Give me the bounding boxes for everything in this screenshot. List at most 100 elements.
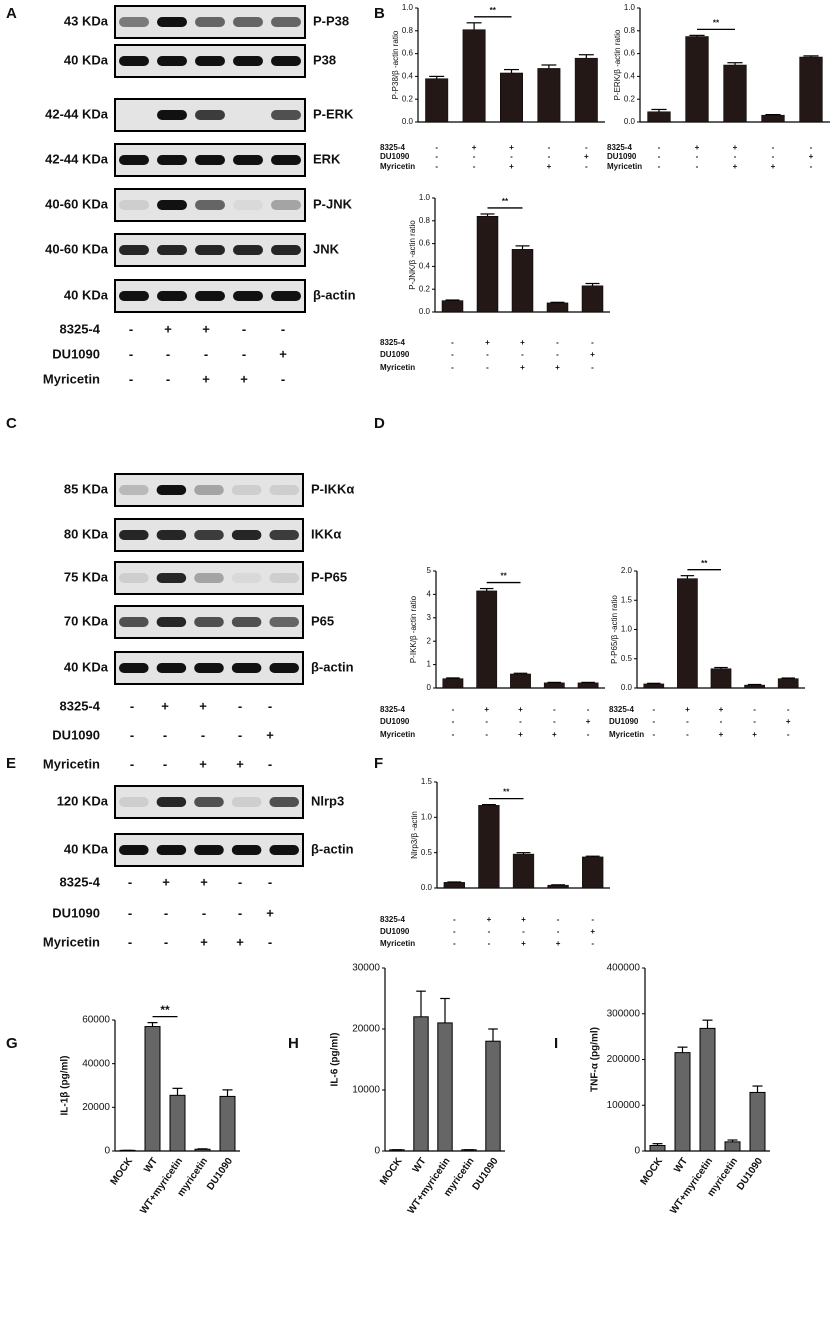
band xyxy=(231,797,262,807)
y-tick-label: 0.0 xyxy=(624,117,636,126)
bar xyxy=(485,1040,501,1152)
treatment-sign: - xyxy=(130,698,134,713)
treatment-label: DU1090 xyxy=(607,152,637,161)
chart: 0 1 2 3 4 5 P-IKK/β -actin ratio ** 8325-4 - + + - - D… xyxy=(380,566,605,739)
band-size: 40 KDa xyxy=(64,841,109,856)
bar xyxy=(749,1091,766,1152)
treatment-sign: + xyxy=(786,717,791,726)
treatment-sign: + xyxy=(520,363,525,372)
band xyxy=(156,530,187,540)
bar xyxy=(677,578,698,689)
significance-label: ** xyxy=(502,197,509,206)
treatment-label: DU1090 xyxy=(52,346,100,361)
bar xyxy=(674,1052,691,1152)
treatment-sign: + xyxy=(236,756,244,771)
treatment-sign: + xyxy=(199,698,207,713)
band-size: 120 KDa xyxy=(57,793,109,808)
y-tick-label: 1 xyxy=(427,660,432,669)
treatment-sign: + xyxy=(164,321,172,336)
error-bar xyxy=(585,282,600,286)
band xyxy=(156,845,187,855)
treatment-sign: - xyxy=(128,905,132,920)
treatment-sign: + xyxy=(556,939,561,948)
band-size: 40 KDa xyxy=(64,659,109,674)
y-tick-label: 1.0 xyxy=(621,625,633,634)
band xyxy=(233,155,263,165)
band xyxy=(194,617,224,627)
treatment-sign: - xyxy=(720,717,723,726)
treatment-label: 8325-4 xyxy=(609,705,634,714)
treatment-sign: - xyxy=(734,152,737,161)
y-tick-label: 4 xyxy=(427,590,432,599)
blot-box xyxy=(114,561,304,595)
treatment-sign: - xyxy=(163,727,167,742)
bar xyxy=(476,215,499,313)
band-size: 80 KDa xyxy=(64,526,109,541)
error-bar xyxy=(727,62,743,65)
y-tick-label: 10000 xyxy=(352,1085,380,1096)
error-bar xyxy=(488,1028,498,1042)
treatment-sign: - xyxy=(548,143,551,152)
treatment-sign: + xyxy=(518,730,523,739)
treatment-sign: - xyxy=(128,934,132,949)
band xyxy=(233,200,263,210)
bar xyxy=(194,1148,211,1152)
treatment-sign: + xyxy=(590,350,595,359)
treatment-sign: + xyxy=(509,162,514,171)
treatment-sign: + xyxy=(719,705,724,714)
treatment-sign: + xyxy=(695,143,700,152)
treatment-sign: + xyxy=(518,705,523,714)
band xyxy=(119,530,149,540)
bar xyxy=(710,668,732,689)
error-bar xyxy=(781,677,795,679)
y-tick-label: 0 xyxy=(634,1146,640,1157)
treatment-sign: - xyxy=(129,321,133,336)
treatment-sign: + xyxy=(161,698,169,713)
error-bar xyxy=(803,55,819,58)
treatment-sign: + xyxy=(590,927,595,936)
error-bar xyxy=(765,113,781,116)
band xyxy=(269,530,299,540)
y-axis-label: P-JNK/β -actin ratio xyxy=(408,220,417,290)
protein-label: Nlrp3 xyxy=(311,793,344,808)
treatment-sign: - xyxy=(486,363,489,372)
bar xyxy=(144,1026,161,1152)
error-bar xyxy=(677,1046,688,1053)
treatment-label: DU1090 xyxy=(609,717,639,726)
protein-label: P-IKKα xyxy=(311,481,354,496)
y-tick-label: 0.0 xyxy=(621,683,633,692)
band xyxy=(231,663,262,673)
band xyxy=(195,291,225,301)
treatment-sign: - xyxy=(652,717,655,726)
x-tick-label: DU1090 xyxy=(471,1156,501,1193)
treatment-label: 8325-4 xyxy=(380,705,405,714)
y-tick-label: 400000 xyxy=(607,963,641,974)
x-tick-label: DU1090 xyxy=(735,1156,765,1193)
band xyxy=(156,573,187,583)
band-size: 40-60 KDa xyxy=(45,241,109,256)
bar xyxy=(511,249,534,313)
treatment-sign: - xyxy=(451,338,454,347)
error-bar xyxy=(747,683,762,686)
band xyxy=(271,200,301,210)
band xyxy=(269,485,299,495)
band xyxy=(271,56,301,66)
treatment-sign: - xyxy=(281,321,285,336)
band xyxy=(119,573,149,583)
y-tick-label: 1.5 xyxy=(421,777,433,786)
y-tick-label: 40000 xyxy=(82,1058,110,1069)
y-tick-label: 1.0 xyxy=(624,3,636,12)
treatment-label: 8325-4 xyxy=(380,338,405,347)
treatment-sign: - xyxy=(473,152,476,161)
blot-box xyxy=(114,473,304,507)
treatment-sign: - xyxy=(238,727,242,742)
treatment-sign: - xyxy=(556,338,559,347)
bar xyxy=(744,684,765,689)
treatment-sign: + xyxy=(200,934,208,949)
treatment-label: Myricetin xyxy=(43,371,100,386)
treatment-sign: + xyxy=(547,162,552,171)
protein-label: P-P65 xyxy=(311,569,347,584)
treatment-sign: - xyxy=(451,363,454,372)
y-tick-label: 0.0 xyxy=(421,883,433,892)
band xyxy=(157,17,187,27)
